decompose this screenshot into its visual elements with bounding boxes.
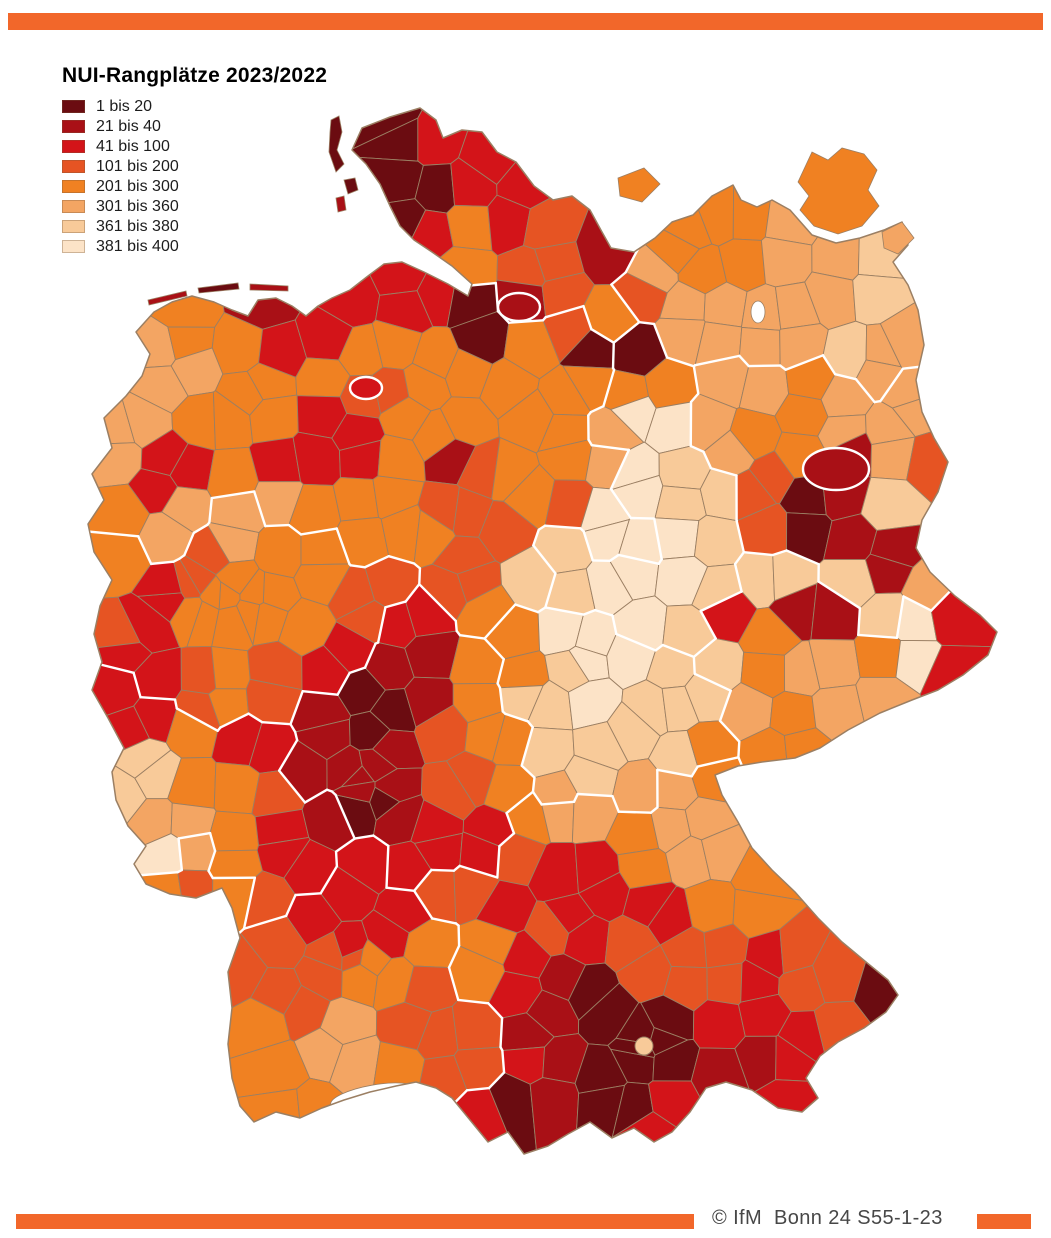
lake-mueritz: [750, 300, 766, 324]
city-region-München-Stadt: [634, 1036, 654, 1056]
district-cell: [248, 436, 302, 483]
copyright-credit: © IfM Bonn 24 S55-1-23: [712, 1207, 943, 1229]
legend-class-label: 21 bis 40: [96, 118, 161, 135]
legend-item: 21 bis 40: [62, 117, 327, 136]
legend-class-label: 381 bis 400: [96, 238, 179, 255]
legend-color-swatch: [62, 120, 85, 133]
island-usedom: [881, 221, 915, 255]
district-cell: [654, 485, 707, 522]
district-cell: [529, 1077, 580, 1154]
city-region-Bremen: [348, 375, 384, 401]
district-cell: [180, 646, 217, 695]
district-cell: [332, 477, 380, 522]
district-cell: [208, 849, 263, 879]
legend-item: 301 bis 360: [62, 197, 327, 216]
district-cell: [359, 939, 392, 977]
district-cell: [213, 761, 261, 815]
island-ostfriesische-insel-3: [249, 283, 289, 292]
bottom-accent-bar-right: [977, 1214, 1031, 1229]
country-outline: [87, 107, 998, 1155]
district-cell: [648, 1027, 689, 1056]
top-accent-bar: [8, 13, 1043, 30]
legend-color-swatch: [62, 160, 85, 173]
district-cell: [813, 1000, 981, 1154]
city-regions: [348, 291, 871, 1056]
legend-class-label: 301 bis 360: [96, 198, 179, 215]
bottom-accent-bar-left: [16, 1214, 694, 1229]
district-cell: [738, 327, 781, 367]
district-cell: [209, 810, 260, 852]
district-cell: [783, 727, 928, 858]
city-region-Hamburg: [496, 291, 542, 323]
district-cell: [737, 726, 793, 817]
legend-class-label: 361 bis 380: [96, 218, 179, 235]
district-cell: [88, 347, 136, 447]
legend-color-swatch: [62, 200, 85, 213]
district-cell: [211, 605, 254, 652]
legend-class-label: 101 bis 200: [96, 158, 179, 175]
legend-color-swatch: [62, 180, 85, 193]
legend-class-label: 201 bis 300: [96, 178, 179, 195]
district-cell: [239, 568, 265, 606]
district-cell: [857, 108, 997, 283]
island-ruegen: [797, 147, 880, 235]
district-cell: [88, 1088, 305, 1154]
district-cell: [311, 198, 427, 249]
district-cell: [855, 676, 997, 983]
district-cell: [853, 634, 902, 678]
district-cell: [368, 1041, 426, 1154]
legend-title: NUI-Rangplätze 2023/2022: [62, 64, 328, 87]
legend-color-swatch: [62, 100, 85, 113]
district-cell: [130, 561, 182, 597]
city-region-Berlin: [801, 446, 871, 492]
district-cell: [211, 645, 251, 690]
legend-color-swatch: [62, 140, 85, 153]
legend-item: 101 bis 200: [62, 157, 327, 176]
district-cell: [292, 431, 341, 486]
island-amrum: [335, 195, 347, 213]
legend-items: 1 bis 20 21 bis 40 41 bis 100 101 bis 200 20…: [62, 97, 327, 256]
islands: [147, 115, 915, 306]
district-cell: [684, 878, 736, 934]
legend-item: 201 bis 300: [62, 177, 327, 196]
district-cell: [88, 871, 190, 1057]
legend-color-swatch: [62, 240, 85, 253]
district-cell: [769, 690, 817, 737]
island-ostfriesische-insel-2: [197, 282, 240, 294]
island-foehr: [343, 177, 359, 195]
legend-item: 41 bis 100: [62, 137, 327, 156]
island-ostfriesische-insel-1: [147, 290, 188, 306]
legend-item: 361 bis 380: [62, 217, 327, 236]
district-cell: [727, 1079, 959, 1154]
district-cell: [760, 236, 813, 288]
map-legend: NUI-Rangplätze 2023/2022 1 bis 20 21 bis …: [62, 64, 327, 257]
district-cell: [692, 999, 746, 1049]
legend-item: 381 bis 400: [62, 237, 327, 256]
district-cell: [374, 767, 423, 803]
district-cell: [706, 962, 743, 1006]
district-cell: [853, 730, 997, 1154]
legend-class-label: 41 bis 100: [96, 138, 170, 155]
island-sylt: [328, 115, 345, 173]
district-cell: [919, 644, 997, 1002]
legend-item: 1 bis 20: [62, 97, 327, 116]
district-cell: [215, 559, 260, 595]
district-cell: [177, 869, 214, 948]
district-cell: [446, 204, 493, 252]
district-cell: [496, 108, 636, 210]
district-cell: [730, 813, 904, 903]
legend-color-swatch: [62, 220, 85, 233]
island-fehmarn: [617, 167, 661, 203]
legend-class-label: 1 bis 20: [96, 98, 153, 115]
